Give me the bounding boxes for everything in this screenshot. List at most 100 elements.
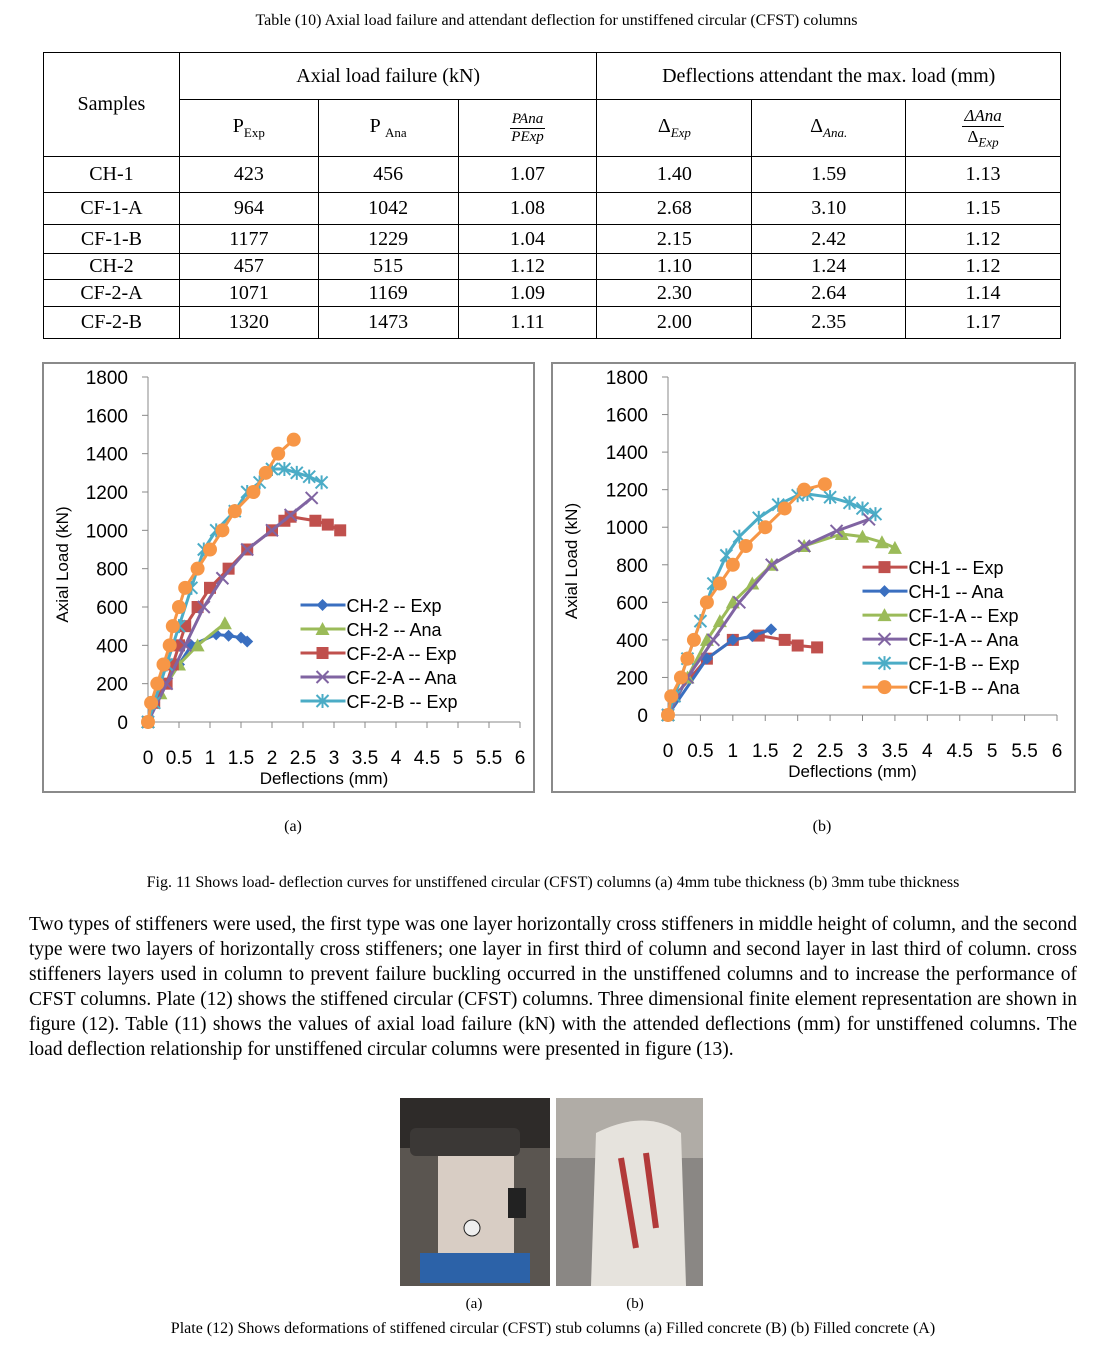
table-cell: 1177	[178, 224, 319, 254]
marker	[316, 647, 329, 659]
marker	[321, 518, 334, 531]
photo-column	[591, 1120, 686, 1286]
fraction: PAna PExp	[509, 111, 546, 146]
legend-label: CH-2 -- Ana	[347, 620, 443, 640]
denominator: ΔExp	[962, 127, 1003, 150]
x-tick-label: 3.5	[882, 741, 908, 762]
y-tick-label: 1800	[86, 368, 128, 389]
x-tick-label: 4.5	[414, 748, 440, 769]
photo-plate	[410, 1128, 520, 1156]
x-tick-label: 1	[205, 748, 216, 769]
marker	[797, 482, 812, 497]
marker	[271, 446, 286, 461]
header-cell: P Ana	[317, 99, 459, 157]
y-tick-label: 1400	[606, 443, 648, 464]
header-cell: ΔExp	[596, 99, 753, 157]
x-tick-label: 3	[329, 748, 340, 769]
plate-caption: Plate (12) Shows deformations of stiffen…	[170, 1320, 936, 1337]
table-row: CF-1-B 1177 1229 1.04 2.15 2.42 1.12	[43, 224, 1061, 254]
series-line	[666, 532, 896, 716]
legend-label: CF-2-B -- Exp	[347, 692, 458, 712]
table-cell: 1.14	[905, 279, 1061, 307]
marker	[673, 670, 688, 685]
y-tick-label: 800	[616, 556, 648, 577]
marker	[144, 695, 159, 710]
marker	[811, 641, 824, 654]
legend-label: CF-1-B -- Ana	[909, 678, 1021, 698]
marker	[874, 535, 889, 549]
header-cell: ΔAna.	[751, 99, 907, 157]
table-cell: 457	[178, 253, 319, 280]
header-text: P	[369, 115, 386, 137]
marker	[745, 576, 760, 590]
marker	[203, 542, 217, 557]
denominator: PExp	[511, 128, 544, 145]
table-cell: 1.09	[457, 279, 598, 307]
marker	[172, 600, 186, 614]
table-cell: CF-2-A	[43, 279, 180, 307]
series-line	[146, 438, 295, 723]
marker	[222, 629, 235, 642]
marker	[286, 432, 301, 447]
x-tick-label: 5.5	[476, 748, 502, 769]
x-tick-label: 1.5	[228, 748, 254, 769]
table-cell: CH-1	[43, 156, 180, 193]
marker	[765, 623, 778, 636]
x-tick-label: 4.5	[947, 741, 973, 762]
y-axis-title: Axial Load (kN)	[53, 506, 72, 622]
x-tick-label: 2	[267, 748, 278, 769]
marker	[712, 576, 727, 591]
marker	[241, 635, 254, 648]
marker	[877, 632, 892, 646]
table-cell: 1.11	[457, 306, 598, 339]
table-cell: 2.42	[751, 224, 907, 254]
x-tick-label: 2.5	[290, 748, 316, 769]
marker	[141, 715, 155, 729]
marker	[290, 465, 304, 480]
y-tick-label: 1000	[86, 521, 128, 542]
marker	[877, 656, 892, 671]
paragraph: Two types of stiffeners were used, the f…	[29, 914, 1077, 1060]
y-axis-title: Axial Load (kN)	[562, 503, 581, 619]
x-tick-label: 6	[515, 748, 526, 769]
x-tick-label: 5.5	[1011, 741, 1037, 762]
table-cell: CF-2-B	[43, 306, 180, 339]
table-cell: 2.15	[596, 224, 753, 254]
x-tick-label: 6	[1052, 741, 1063, 762]
y-tick-label: 1200	[86, 483, 128, 504]
y-tick-label: 1400	[86, 445, 128, 466]
header-cell: PExp	[178, 99, 319, 157]
marker	[315, 670, 330, 684]
table-cell: 1042	[317, 192, 459, 225]
marker	[878, 561, 891, 574]
y-tick-label: 400	[96, 636, 128, 657]
marker	[309, 514, 322, 527]
marker	[680, 651, 695, 666]
x-axis-title: Deflections (mm)	[260, 769, 388, 788]
marker	[190, 561, 205, 576]
marker	[162, 638, 177, 653]
table-row: CH-1 423 456 1.07 1.40 1.59 1.13	[43, 156, 1061, 193]
header-text: Δ	[967, 126, 979, 146]
x-tick-label: 2.5	[817, 741, 843, 762]
table-cell: CH-2	[43, 253, 180, 280]
chart-caption: (a)	[284, 818, 302, 835]
header-sub: Exp	[978, 134, 999, 150]
y-tick-label: 200	[96, 675, 128, 696]
photo-a	[400, 1098, 550, 1286]
table-cell: 964	[178, 192, 319, 225]
marker	[855, 501, 870, 516]
header-sub: Ana.	[823, 125, 848, 140]
marker	[156, 657, 171, 672]
marker	[334, 524, 347, 537]
table-cell: 1.08	[457, 192, 598, 225]
marker	[215, 523, 230, 538]
plate-label: (b)	[626, 1296, 644, 1312]
marker	[283, 508, 298, 522]
marker	[178, 638, 192, 653]
legend-label: CF-1-B -- Exp	[909, 654, 1020, 674]
marker	[197, 600, 211, 614]
table-row: CF-2-A 1071 1169 1.09 2.30 2.64 1.14	[43, 279, 1061, 307]
table-cell: 1.17	[905, 306, 1061, 339]
marker	[190, 638, 205, 652]
